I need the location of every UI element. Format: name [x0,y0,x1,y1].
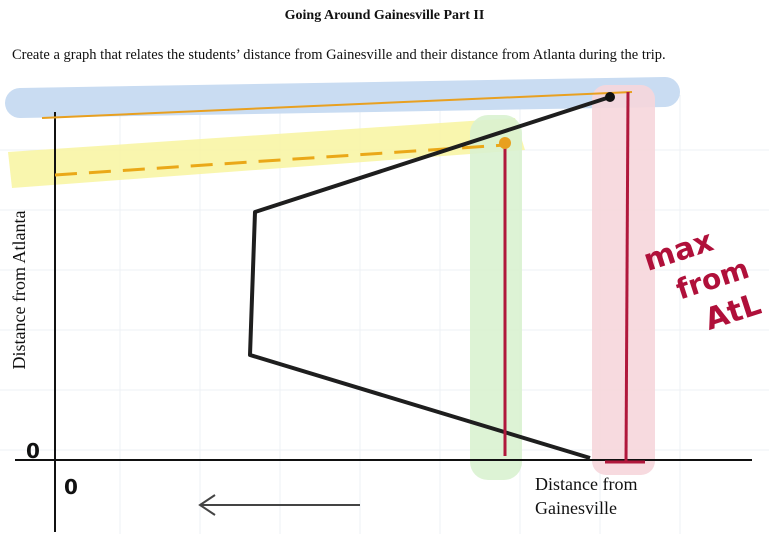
x-axis-label: Distance from [535,474,637,494]
dashed-line [54,143,506,177]
blue-highlight [5,77,680,118]
origin-mark: 0 [26,439,40,463]
instructions: Create a graph that relates the students… [12,47,666,63]
trip-path [248,95,611,460]
red-line [624,91,630,463]
x-axis-label: Gainesville [535,498,617,518]
max-line [41,91,633,119]
pink-highlight [592,85,655,475]
arrow-head [198,494,216,516]
yellow-highlight [8,118,525,188]
title: Going Around Gainesville Part II [284,8,485,23]
point [499,137,511,149]
origin-mark: 0 [64,475,78,499]
point [605,92,615,102]
y-axis-label: Distance from Atlanta [9,211,29,370]
green-highlight [470,115,522,480]
